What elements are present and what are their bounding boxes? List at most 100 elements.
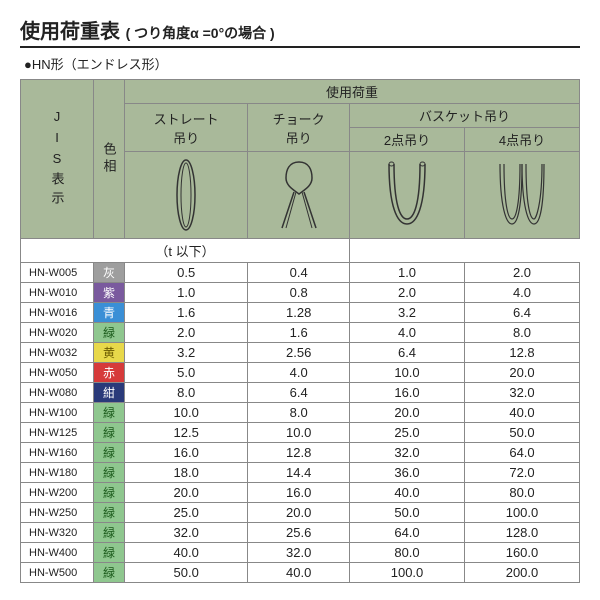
jis-code: HN-W250 — [21, 503, 94, 523]
load-value: 16.0 — [125, 443, 248, 463]
load-value: 32.0 — [350, 443, 465, 463]
load-value: 200.0 — [465, 563, 580, 583]
load-value: 12.8 — [465, 343, 580, 363]
load-value: 5.0 — [125, 363, 248, 383]
load-value: 50.0 — [350, 503, 465, 523]
jis-code: HN-W400 — [21, 543, 94, 563]
load-value: 0.5 — [125, 263, 248, 283]
load-value: 3.2 — [125, 343, 248, 363]
load-value: 32.0 — [465, 383, 580, 403]
load-value: 16.0 — [248, 483, 350, 503]
color-chip: 紺 — [94, 383, 125, 403]
load-value: 1.6 — [125, 303, 248, 323]
load-value: 4.0 — [350, 323, 465, 343]
load-value: 50.0 — [465, 423, 580, 443]
load-value: 4.0 — [248, 363, 350, 383]
jis-code: HN-W005 — [21, 263, 94, 283]
title-main: 使用荷重表 — [20, 21, 120, 43]
load-value: 80.0 — [350, 543, 465, 563]
table-row: HN-W250緑25.020.050.0100.0 — [21, 503, 580, 523]
table-row: HN-W320緑32.025.664.0128.0 — [21, 523, 580, 543]
load-value: 25.0 — [350, 423, 465, 443]
icon-straight — [125, 152, 248, 239]
load-value: 12.8 — [248, 443, 350, 463]
load-value: 100.0 — [465, 503, 580, 523]
col-basket-4: 4点吊り — [465, 128, 580, 152]
jis-code: HN-W100 — [21, 403, 94, 423]
color-chip: 紫 — [94, 283, 125, 303]
table-row: HN-W010紫1.00.82.04.0 — [21, 283, 580, 303]
load-value: 1.0 — [350, 263, 465, 283]
subtitle: ●HN形（エンドレス形） — [24, 54, 580, 73]
load-value: 8.0 — [125, 383, 248, 403]
jis-code: HN-W200 — [21, 483, 94, 503]
load-value: 3.2 — [350, 303, 465, 323]
table-row: HN-W016青1.61.283.26.4 — [21, 303, 580, 323]
jis-code: HN-W080 — [21, 383, 94, 403]
color-chip: 緑 — [94, 423, 125, 443]
load-value: 160.0 — [465, 543, 580, 563]
col-basket-2: 2点吊り — [350, 128, 465, 152]
load-value: 1.6 — [248, 323, 350, 343]
jis-code: HN-W016 — [21, 303, 94, 323]
color-chip: 緑 — [94, 443, 125, 463]
load-value: 8.0 — [248, 403, 350, 423]
color-chip: 緑 — [94, 463, 125, 483]
jis-code: HN-W500 — [21, 563, 94, 583]
load-value: 40.0 — [465, 403, 580, 423]
load-value: 18.0 — [125, 463, 248, 483]
jis-code: HN-W020 — [21, 323, 94, 343]
load-value: 25.6 — [248, 523, 350, 543]
jis-code: HN-W010 — [21, 283, 94, 303]
table-row: HN-W500緑50.040.0100.0200.0 — [21, 563, 580, 583]
load-value: 6.4 — [465, 303, 580, 323]
jis-header: JIS表示 — [21, 80, 94, 239]
col-basket: バスケット吊り — [350, 104, 580, 128]
load-value: 80.0 — [465, 483, 580, 503]
load-value: 40.0 — [125, 543, 248, 563]
load-value: 1.0 — [125, 283, 248, 303]
load-value: 2.0 — [465, 263, 580, 283]
icon-choke — [248, 152, 350, 239]
load-value: 6.4 — [248, 383, 350, 403]
jis-code: HN-W125 — [21, 423, 94, 443]
color-chip: 黄 — [94, 343, 125, 363]
jis-code: HN-W160 — [21, 443, 94, 463]
load-value: 64.0 — [350, 523, 465, 543]
load-value: 72.0 — [465, 463, 580, 483]
table-row: HN-W180緑18.014.436.072.0 — [21, 463, 580, 483]
load-value: 1.28 — [248, 303, 350, 323]
col-choke: チョーク 吊り — [248, 104, 350, 152]
load-value: 20.0 — [465, 363, 580, 383]
load-value: 20.0 — [125, 483, 248, 503]
load-value: 50.0 — [125, 563, 248, 583]
load-value: 4.0 — [465, 283, 580, 303]
color-chip: 緑 — [94, 503, 125, 523]
load-value: 12.5 — [125, 423, 248, 443]
load-value: 10.0 — [350, 363, 465, 383]
load-value: 0.4 — [248, 263, 350, 283]
load-value: 8.0 — [465, 323, 580, 343]
table-row: HN-W100緑10.08.020.040.0 — [21, 403, 580, 423]
load-value: 32.0 — [248, 543, 350, 563]
jis-code: HN-W032 — [21, 343, 94, 363]
load-value: 14.4 — [248, 463, 350, 483]
load-value: 10.0 — [248, 423, 350, 443]
load-value: 20.0 — [248, 503, 350, 523]
load-value: 36.0 — [350, 463, 465, 483]
load-table: JIS表示 色相 使用荷重 ストレート 吊り チョーク 吊り バスケット吊り 2… — [20, 79, 580, 583]
jis-code: HN-W180 — [21, 463, 94, 483]
load-value: 20.0 — [350, 403, 465, 423]
color-chip: 緑 — [94, 563, 125, 583]
color-header: 色相 — [94, 80, 125, 239]
load-value: 16.0 — [350, 383, 465, 403]
table-row: HN-W080紺8.06.416.032.0 — [21, 383, 580, 403]
table-row: HN-W020緑2.01.64.08.0 — [21, 323, 580, 343]
color-chip: 灰 — [94, 263, 125, 283]
title-sub: ( つり角度α =0°の場合 ) — [126, 25, 275, 41]
jis-code: HN-W320 — [21, 523, 94, 543]
table-row: HN-W032黄3.22.566.412.8 — [21, 343, 580, 363]
icon-basket2 — [350, 152, 465, 239]
load-value: 32.0 — [125, 523, 248, 543]
color-chip: 緑 — [94, 483, 125, 503]
